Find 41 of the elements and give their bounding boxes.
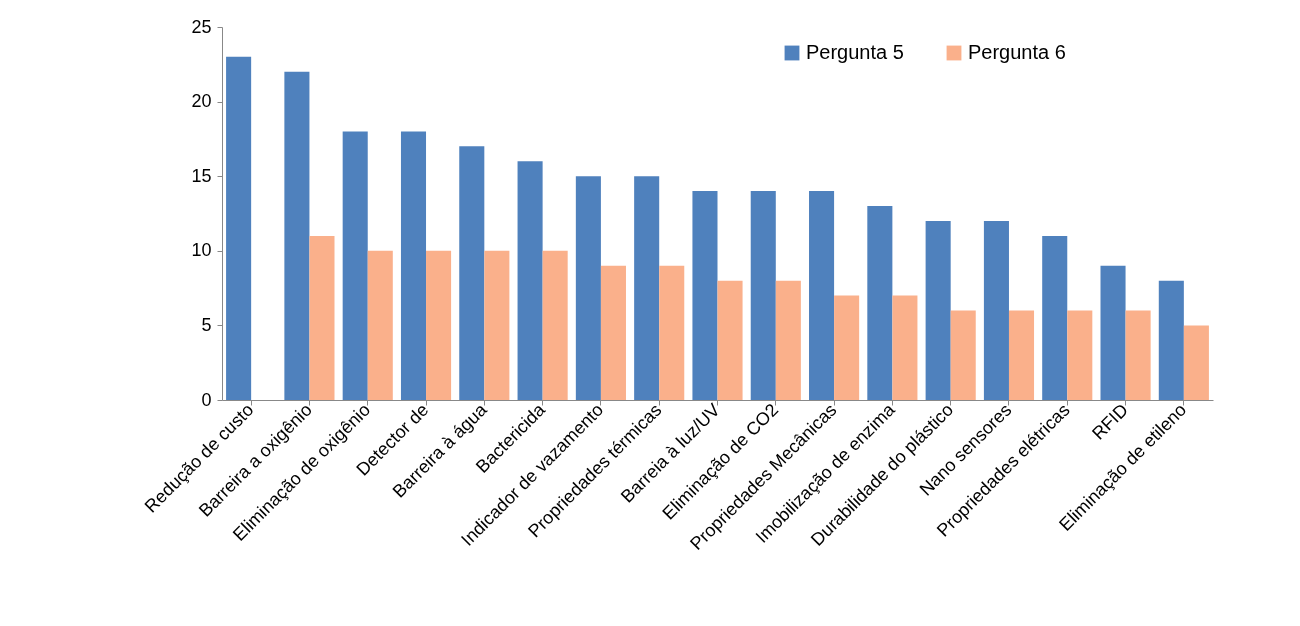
bar xyxy=(1008,310,1035,400)
bar xyxy=(459,146,485,400)
bar xyxy=(867,206,893,400)
bar xyxy=(1183,325,1209,400)
y-tick-label: 10 xyxy=(191,240,212,261)
bar xyxy=(950,310,976,400)
bar xyxy=(309,235,335,400)
bar xyxy=(342,131,368,400)
y-tick-label: 5 xyxy=(201,314,212,335)
bar xyxy=(892,295,918,400)
bar xyxy=(1158,280,1184,400)
bar xyxy=(809,191,835,400)
bar xyxy=(367,250,393,400)
y-tick-label: 0 xyxy=(201,389,212,410)
bar xyxy=(1067,310,1093,400)
bar xyxy=(542,250,568,400)
y-tick-label: 15 xyxy=(191,165,212,186)
bar xyxy=(1125,310,1151,400)
bar xyxy=(575,176,601,400)
bar xyxy=(1042,235,1068,400)
legend-label: Pergunta 6 xyxy=(968,41,1066,63)
y-tick-label: 25 xyxy=(191,16,212,37)
bar xyxy=(775,280,801,400)
bar xyxy=(484,250,510,400)
bar xyxy=(426,250,452,400)
bar xyxy=(983,220,1009,400)
bar xyxy=(284,71,310,400)
bar xyxy=(226,56,252,400)
bar xyxy=(834,295,860,400)
bar xyxy=(1100,265,1126,400)
bar xyxy=(600,265,626,400)
bar xyxy=(659,265,685,400)
y-tick-label: 20 xyxy=(191,91,212,112)
legend-label: Pergunta 5 xyxy=(806,41,904,63)
bar xyxy=(517,161,543,400)
bar xyxy=(717,280,743,400)
bar xyxy=(400,131,427,400)
bar xyxy=(634,176,660,400)
bar xyxy=(925,220,951,400)
bar xyxy=(692,191,718,400)
bar xyxy=(750,191,776,400)
